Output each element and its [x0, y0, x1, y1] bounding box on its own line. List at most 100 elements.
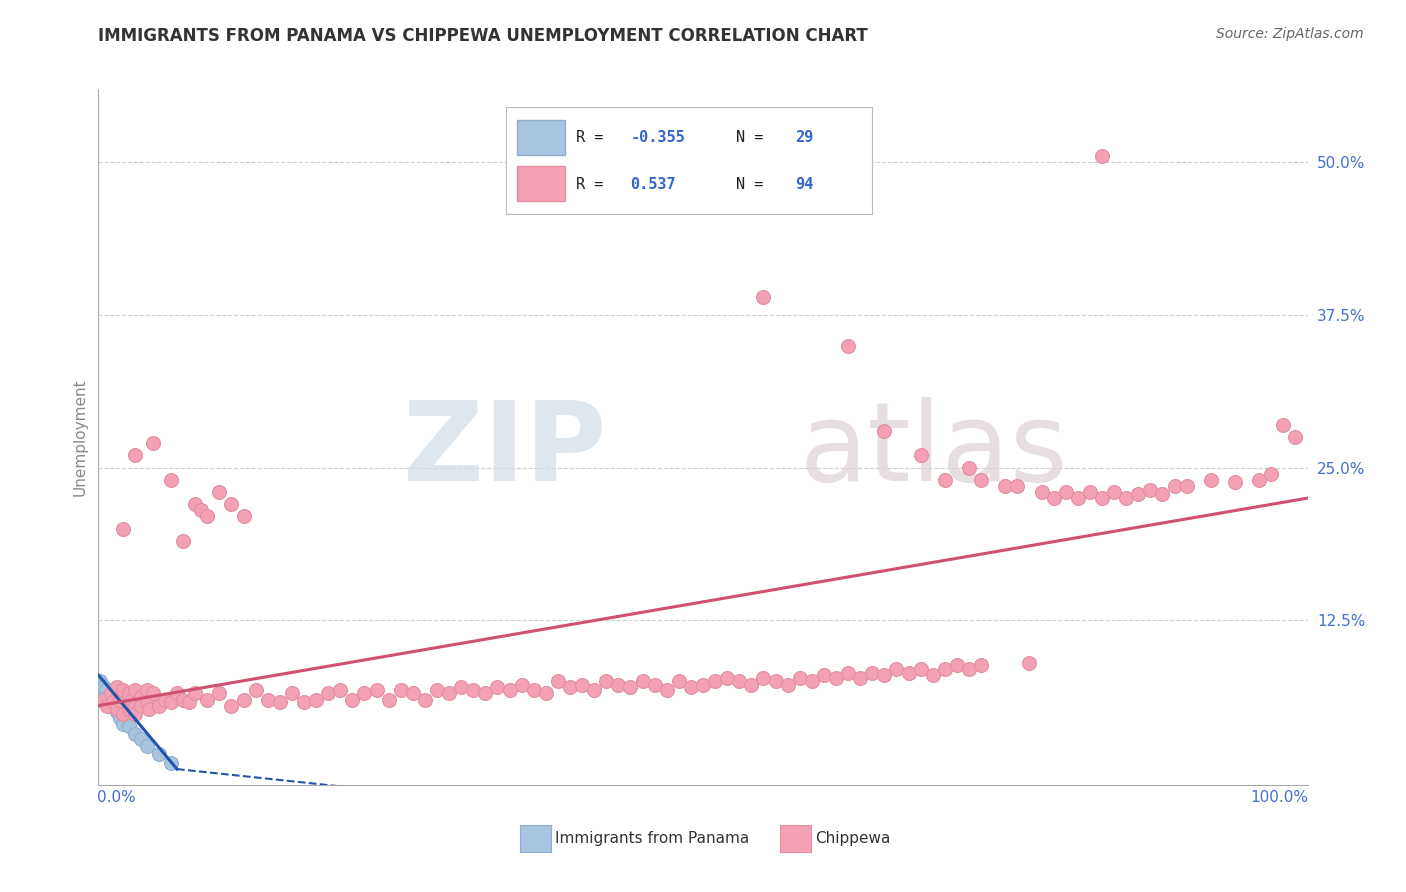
Point — [91, 692, 114, 706]
Point — [1249, 473, 1271, 487]
Point — [138, 702, 160, 716]
Text: N =: N = — [737, 177, 773, 192]
Point — [94, 695, 117, 709]
Point — [93, 681, 115, 695]
Point — [873, 424, 896, 438]
Point — [124, 449, 146, 463]
Point — [89, 674, 111, 689]
Point — [108, 692, 131, 706]
Point — [523, 682, 546, 697]
Point — [886, 662, 908, 676]
Point — [631, 674, 654, 689]
Point — [129, 731, 152, 746]
Text: N =: N = — [737, 129, 773, 145]
Point — [1054, 485, 1077, 500]
Point — [221, 698, 243, 713]
Point — [232, 509, 254, 524]
Point — [1163, 479, 1185, 493]
Point — [91, 692, 114, 706]
Point — [1115, 491, 1137, 505]
Point — [105, 705, 128, 719]
Point — [93, 692, 115, 706]
Point — [486, 681, 509, 695]
Point — [957, 460, 980, 475]
Point — [89, 686, 111, 700]
Point — [208, 485, 231, 500]
Point — [221, 497, 243, 511]
Text: atlas: atlas — [800, 398, 1069, 505]
Point — [825, 671, 848, 685]
Point — [1199, 473, 1222, 487]
Point — [970, 658, 993, 673]
Point — [679, 681, 702, 695]
Point — [124, 698, 146, 713]
Point — [97, 692, 120, 706]
Point — [91, 686, 114, 700]
Point — [142, 436, 165, 450]
Point — [776, 678, 799, 692]
Point — [232, 692, 254, 706]
Point — [1152, 487, 1174, 501]
Point — [728, 674, 751, 689]
Point — [91, 686, 114, 700]
Point — [100, 695, 122, 709]
Point — [1175, 479, 1198, 493]
Point — [111, 707, 134, 722]
Point — [124, 727, 146, 741]
Point — [1091, 491, 1114, 505]
Point — [135, 695, 157, 709]
Point — [583, 682, 606, 697]
Point — [105, 702, 128, 716]
Point — [153, 692, 176, 706]
Point — [994, 479, 1017, 493]
Point — [849, 671, 872, 685]
Point — [93, 690, 115, 704]
Point — [1102, 485, 1125, 500]
Point — [366, 682, 388, 697]
Point — [1042, 491, 1064, 505]
Point — [1128, 487, 1150, 501]
Point — [101, 698, 124, 713]
Point — [752, 290, 775, 304]
Point — [269, 695, 291, 709]
FancyBboxPatch shape — [517, 120, 565, 155]
Point — [121, 692, 143, 706]
Point — [837, 665, 859, 680]
Point — [184, 686, 207, 700]
Point — [873, 668, 896, 682]
Point — [498, 682, 520, 697]
Point — [105, 681, 128, 695]
Point — [860, 665, 883, 680]
Point — [135, 739, 157, 753]
Point — [172, 692, 194, 706]
Text: 29: 29 — [794, 129, 813, 145]
Point — [160, 756, 183, 770]
Point — [160, 695, 183, 709]
Point — [316, 686, 339, 700]
Point — [534, 686, 557, 700]
Point — [655, 682, 678, 697]
Point — [329, 682, 352, 697]
Point — [716, 671, 738, 685]
Point — [124, 682, 146, 697]
Point — [450, 681, 472, 695]
Point — [1078, 485, 1101, 500]
Point — [124, 707, 146, 722]
Point — [90, 692, 112, 706]
Point — [292, 695, 315, 709]
Point — [195, 692, 218, 706]
Text: -0.355: -0.355 — [630, 129, 685, 145]
Point — [1018, 656, 1040, 670]
Point — [558, 681, 581, 695]
Text: 0.537: 0.537 — [630, 177, 676, 192]
Point — [934, 662, 956, 676]
Text: 94: 94 — [794, 177, 813, 192]
Point — [172, 533, 194, 548]
Point — [281, 686, 304, 700]
Point — [142, 686, 165, 700]
Point — [813, 668, 835, 682]
Point — [571, 678, 593, 692]
Point — [619, 681, 641, 695]
Text: 100.0%: 100.0% — [1251, 790, 1309, 805]
Point — [305, 692, 328, 706]
